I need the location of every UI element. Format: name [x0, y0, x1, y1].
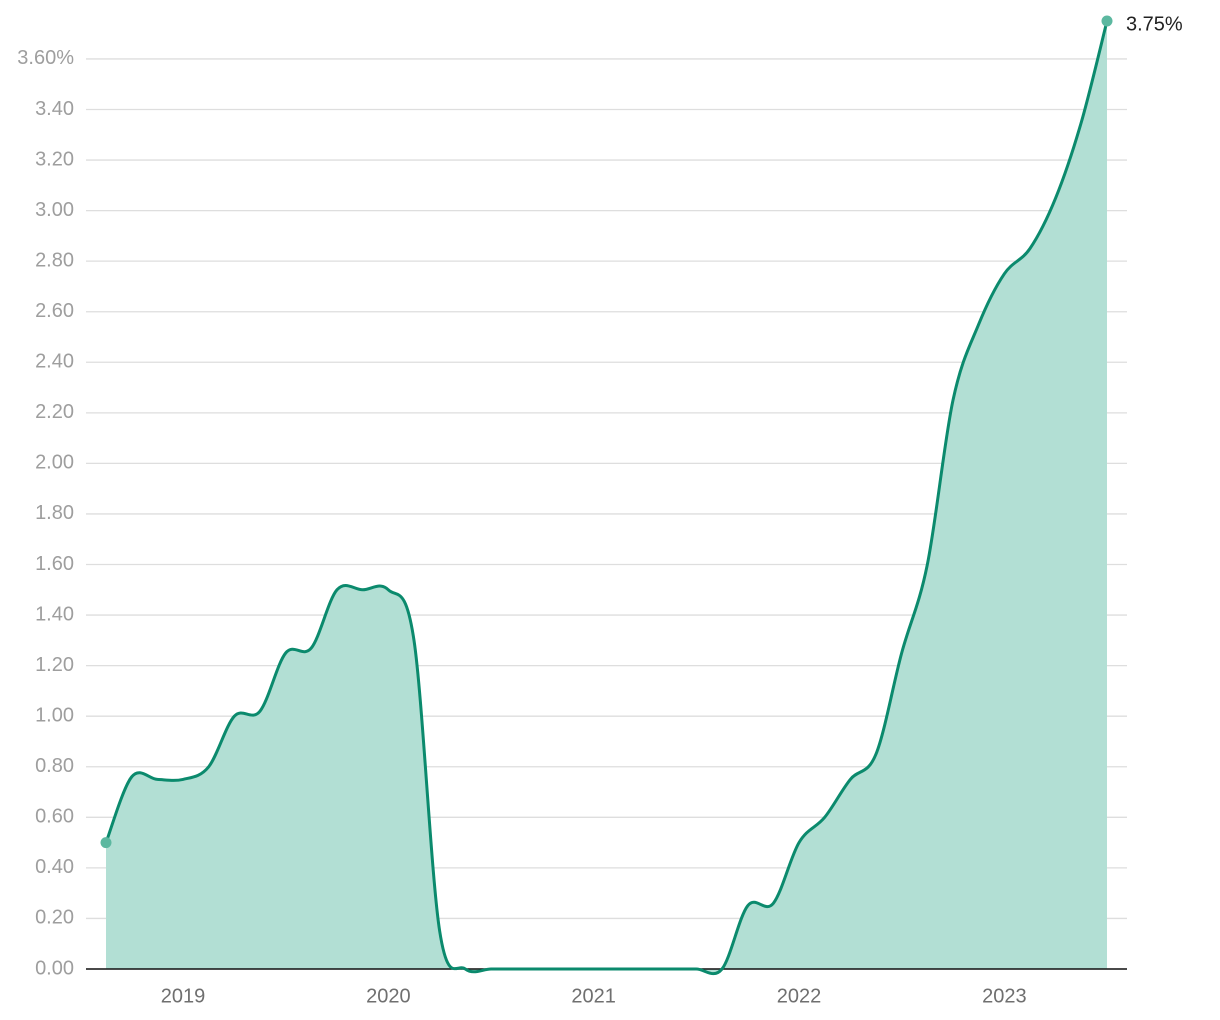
- y-tick-label: 3.60%: [17, 47, 74, 69]
- value-label: 3.75%: [1126, 13, 1183, 35]
- y-tick-label: 0.20: [35, 907, 74, 929]
- y-tick-label: 2.40: [35, 351, 74, 373]
- x-tick-label: 2023: [982, 985, 1027, 1007]
- y-tick-label: 1.60: [35, 553, 74, 575]
- y-tick-label: 1.40: [35, 603, 74, 625]
- x-tick-label: 2022: [777, 985, 822, 1007]
- y-tick-label: 2.00: [35, 452, 74, 474]
- y-tick-label: 1.20: [35, 654, 74, 676]
- y-tick-label: 1.80: [35, 502, 74, 524]
- line: [104, 20, 1109, 976]
- end-point: [1101, 15, 1113, 27]
- y-tick-label: 3.40: [35, 98, 74, 120]
- y-tick-label: 2.20: [35, 401, 74, 423]
- end-point: [100, 837, 112, 849]
- x-tick-label: 2019: [161, 985, 206, 1007]
- y-tick-label: 0.40: [35, 856, 74, 878]
- area: [106, 21, 1107, 974]
- y-tick-label: 1.00: [35, 704, 74, 726]
- y-tick-label: 3.00: [35, 199, 74, 221]
- x-tick-label: 2020: [366, 985, 411, 1007]
- y-tick-label: 2.60: [35, 300, 74, 322]
- y-tick-label: 2.80: [35, 249, 74, 271]
- y-tick-label: 3.20: [35, 148, 74, 170]
- y-tick-label: 0.80: [35, 755, 74, 777]
- y-tick-label: 0.60: [35, 806, 74, 828]
- y-tick-label: 0.00: [35, 957, 74, 979]
- x-tick-label: 2021: [571, 985, 616, 1007]
